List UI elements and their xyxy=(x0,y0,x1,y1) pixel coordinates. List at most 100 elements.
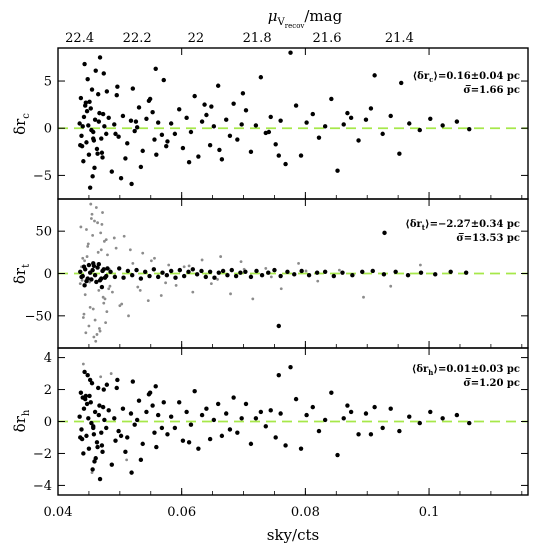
panel-rc-y-tick-label: 0 xyxy=(44,122,52,137)
panel-rc-primary-point xyxy=(224,117,229,122)
panel-rh-primary-point xyxy=(380,425,385,431)
panel-rt-secondary-point xyxy=(86,242,90,246)
panel-rt-primary-point xyxy=(94,279,99,285)
panel-rt-secondary-point xyxy=(91,307,95,311)
panel-rt-secondary-point xyxy=(122,234,126,238)
panel-rc-primary-point xyxy=(235,137,240,142)
panel-rc-primary-point xyxy=(372,73,377,78)
panel-rh-primary-point xyxy=(231,395,236,400)
panel-rt-secondary-point xyxy=(111,290,114,294)
panel-rh-primary-point xyxy=(136,398,142,403)
panel-rh-primary-point xyxy=(363,411,369,416)
panel-rc-primary-point xyxy=(428,116,433,121)
panel-rt-primary-point xyxy=(112,274,118,280)
panel-rt-primary-point xyxy=(229,267,234,273)
panel-rt-primary-point xyxy=(92,272,98,278)
panel-rc-primary-point xyxy=(129,181,134,187)
panel-rt-secondary-point xyxy=(200,258,204,262)
panel-rt-secondary-point xyxy=(90,212,94,216)
panel-rt-primary-point xyxy=(433,272,438,277)
panel-rt-primary-point xyxy=(266,270,271,275)
panel-rc-primary-point xyxy=(192,93,197,99)
panel-rc-primary-point xyxy=(253,123,259,128)
panel-rh-primary-point xyxy=(104,425,109,431)
panel-rt-secondary-point xyxy=(81,256,85,260)
panel-rh-primary-point xyxy=(86,416,91,421)
panel-rc-primary-point xyxy=(118,176,124,181)
panel-rt-secondary-point xyxy=(219,255,223,258)
panel-rt-secondary-point xyxy=(103,297,107,301)
panel-rt-ylabel: δrt xyxy=(11,264,32,284)
panel-rc-primary-point xyxy=(219,157,225,162)
panel-rc-primary-point xyxy=(101,71,106,76)
panel-rc-primary-point xyxy=(77,121,82,126)
panel-rh-primary-point xyxy=(372,404,377,410)
panel-rh-primary-point xyxy=(152,430,157,435)
panel-rt-primary-point xyxy=(194,272,200,277)
panel-rt-secondary-point xyxy=(91,234,95,237)
panel-rt-secondary-point xyxy=(85,228,88,231)
panel-rh-primary-point xyxy=(329,390,334,395)
panel-rh-primary-point xyxy=(204,406,209,411)
panel-rh-primary-point xyxy=(138,457,144,463)
panel-rh-primary-point xyxy=(87,393,92,399)
panel-rt-secondary-point xyxy=(127,314,130,318)
top-tick-label: 21.8 xyxy=(243,31,272,46)
panel-rc-primary-point xyxy=(345,110,350,116)
panel-rh-primary-point xyxy=(177,400,182,405)
panel-rh-primary-point xyxy=(239,416,244,421)
panel-rh-primary-point xyxy=(273,435,278,440)
panel-rc-primary-point xyxy=(78,95,84,101)
panel-rh-primary-point xyxy=(96,412,102,418)
panel-rh-primary-point xyxy=(368,432,374,437)
panel-rt-secondary-point xyxy=(96,250,100,254)
panel-rh-ylabel: δrh xyxy=(11,409,32,432)
panel-rc-primary-point xyxy=(202,102,207,107)
panel-rh-primary-point xyxy=(335,452,340,458)
panel-rh: δrh ⟨δrh⟩=0.01±0.03 pc σ̅=1.20 pc −4 −2 0 2… xyxy=(11,347,529,496)
panel-rt-y-tick-label: −50 xyxy=(25,309,52,324)
panel-rc-primary-point xyxy=(99,136,104,141)
panel-rc-primary-point xyxy=(417,127,422,133)
panel-rc-primary-point xyxy=(322,124,328,129)
panel-rc-primary-point xyxy=(310,111,315,117)
panel-rh-primary-point xyxy=(211,417,217,423)
panel-rt-primary-point xyxy=(84,278,89,284)
panel-rc-primary-point xyxy=(196,154,201,159)
panel-rt-secondary-point xyxy=(102,301,106,305)
panel-rc-primary-point xyxy=(99,150,105,155)
panel-rc-primary-point xyxy=(177,107,182,112)
panel-rt-primary-point xyxy=(285,269,290,275)
panel-rt-secondary-point xyxy=(92,335,96,339)
panel-rt-primary-point xyxy=(96,261,102,267)
panel-rt-primary-point xyxy=(168,268,174,274)
panel-rh-primary-point xyxy=(130,379,136,384)
panel-rh-primary-point xyxy=(159,425,165,431)
panel-rh-primary-point xyxy=(144,409,149,415)
panel-rc-primary-point xyxy=(227,133,233,138)
panel-rh-primary-point xyxy=(215,401,221,407)
panel-rt-secondary-point xyxy=(105,310,109,313)
panel-rc-primary-point xyxy=(85,76,90,82)
panel-rt-secondary-point xyxy=(93,219,96,223)
panel-rh-primary-point xyxy=(106,408,111,413)
panel-rh-primary-point xyxy=(146,392,152,397)
panel-rh-primary-point xyxy=(467,420,472,426)
panel-rt-secondary-point xyxy=(106,253,109,257)
panel-rt-primary-point xyxy=(82,283,87,288)
panel-rt-primary-point xyxy=(203,274,209,280)
x-tick-labels: 0.04 0.06 0.08 0.1 xyxy=(44,505,440,520)
panel-rt-primary-point xyxy=(147,273,152,279)
panel-rc-primary-point xyxy=(268,114,273,120)
panel-rt-secondary-point xyxy=(264,267,268,270)
panel-rt-secondary-point xyxy=(337,268,341,272)
panel-rc-primary-point xyxy=(92,117,98,122)
panel-rc-primary-point xyxy=(199,119,205,124)
panel-rc-primary-point xyxy=(104,131,109,137)
panel-rh-primary-point xyxy=(155,412,161,418)
panel-rh-primary-point xyxy=(91,432,97,437)
panel-rc-primary-point xyxy=(97,55,103,60)
panel-rc-primary-point xyxy=(388,113,393,119)
panel-rh-primary-point xyxy=(165,432,170,437)
panel-rt-primary-point xyxy=(212,275,217,280)
